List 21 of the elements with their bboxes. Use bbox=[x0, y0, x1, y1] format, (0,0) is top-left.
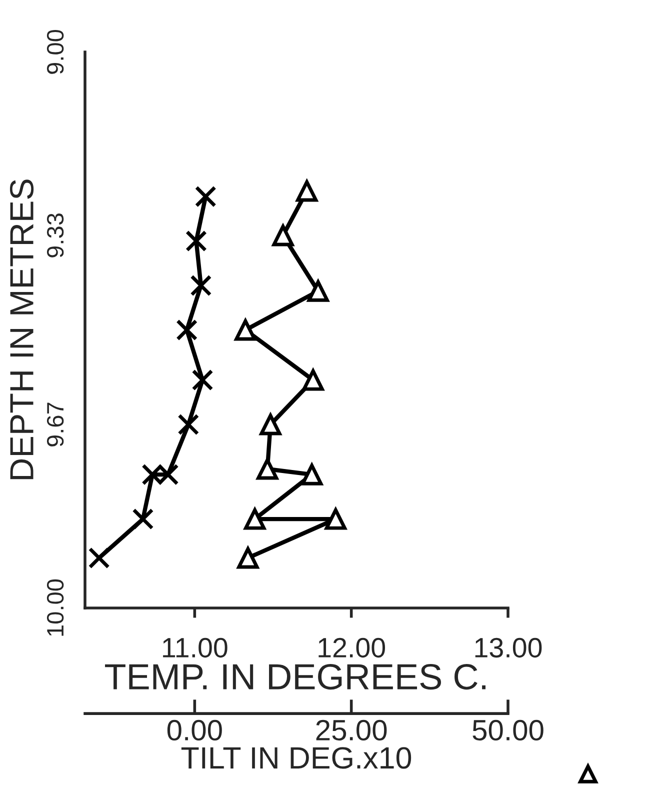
x2-tick-label: 0.00 bbox=[167, 720, 222, 741]
point bbox=[132, 508, 154, 530]
point bbox=[88, 547, 110, 569]
y-axis-title: DEPTH IN METRES bbox=[10, 180, 34, 480]
point bbox=[194, 186, 216, 208]
x2-tick-label: 25.00 bbox=[316, 720, 387, 741]
point bbox=[192, 369, 214, 391]
x2-tick-label: 50.00 bbox=[472, 720, 544, 741]
x-tick-label: 11.00 bbox=[163, 638, 228, 658]
point bbox=[185, 230, 207, 252]
point bbox=[190, 274, 212, 296]
y-tick-label: 9.33 bbox=[46, 214, 64, 258]
x2-axis-title: TILT IN DEG.x10 bbox=[181, 747, 412, 769]
y-tick-label: 9.00 bbox=[46, 30, 64, 74]
y-tick-label: 10.00 bbox=[46, 579, 64, 636]
point bbox=[178, 414, 200, 436]
y-tick-label: 9.67 bbox=[46, 402, 64, 446]
x-tick-label: 13.00 bbox=[475, 638, 542, 658]
x-axis-title: TEMP. IN DEGREES C. bbox=[105, 664, 486, 690]
point bbox=[176, 319, 198, 341]
x-tick-label: 12.00 bbox=[318, 638, 386, 658]
